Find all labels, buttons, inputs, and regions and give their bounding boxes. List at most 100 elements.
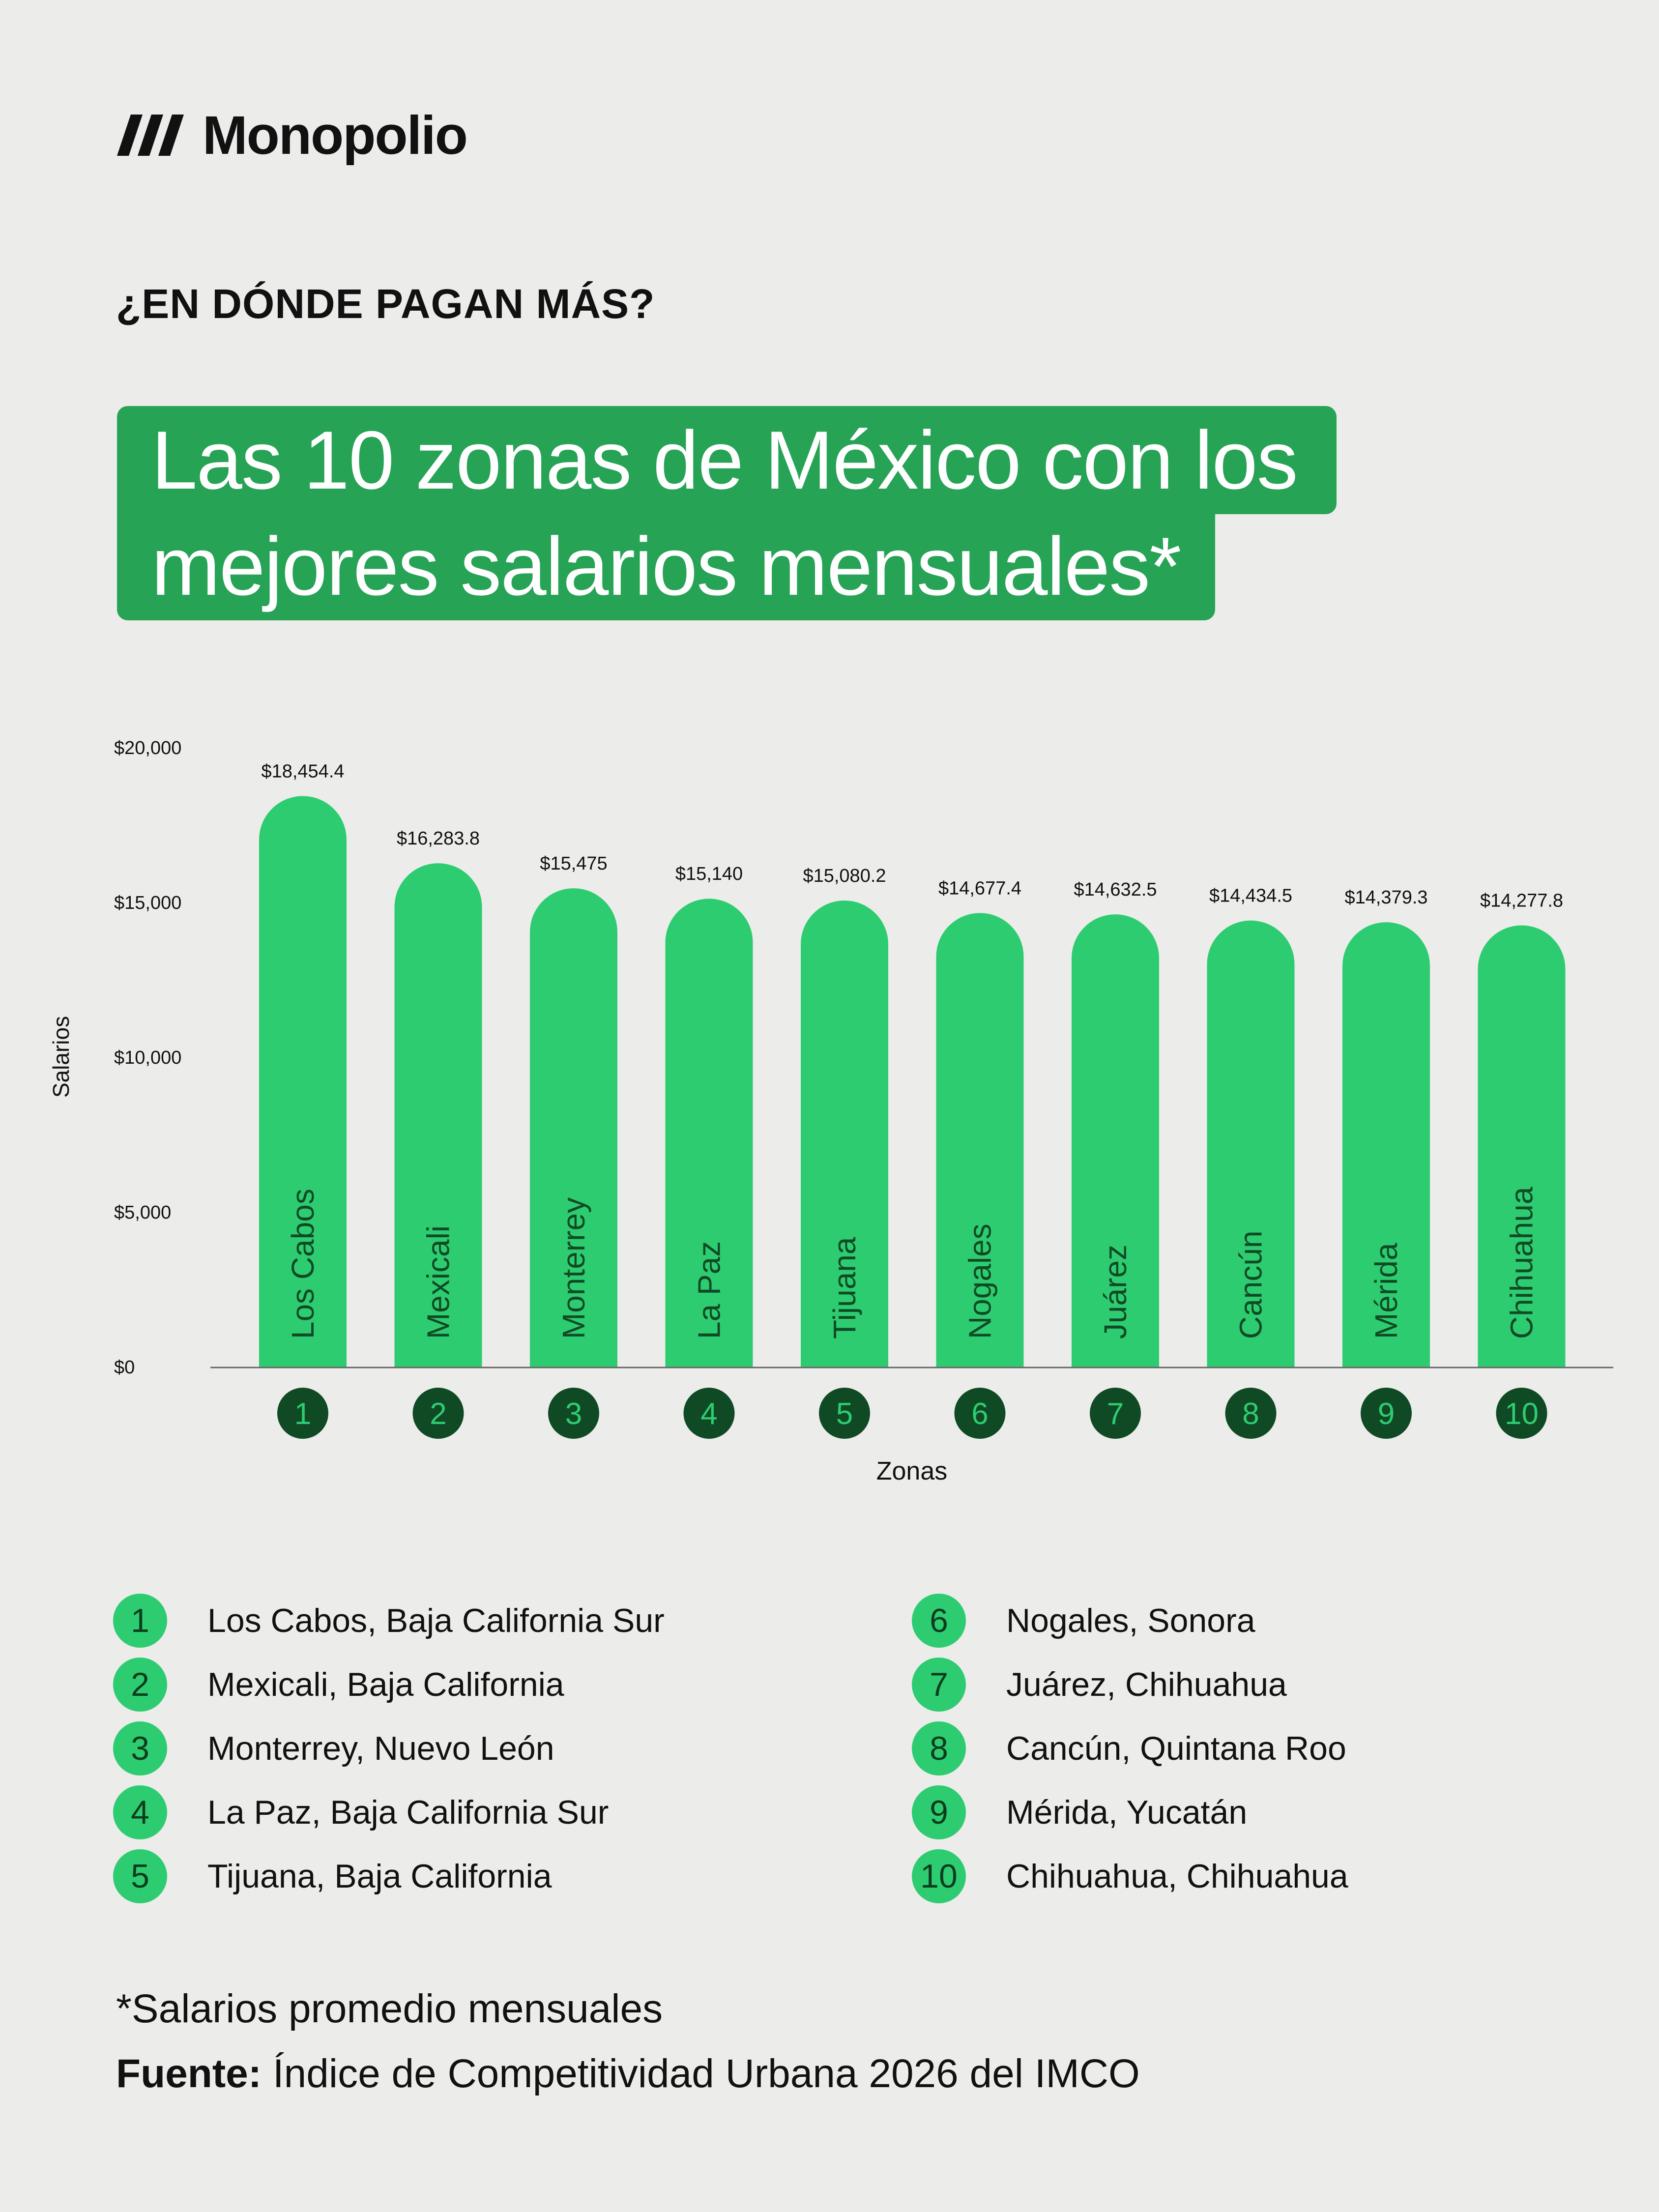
legend-badge: 6 xyxy=(912,1594,966,1648)
bar xyxy=(1478,925,1566,1368)
legend-badge: 3 xyxy=(113,1721,167,1775)
legend-item: 7 Juárez, Chihuahua xyxy=(912,1653,1348,1717)
bar-category-label: Los Cabos xyxy=(285,1189,320,1339)
legend-badge: 4 xyxy=(113,1785,167,1839)
bar xyxy=(259,796,347,1368)
bar-category-label: Mérida xyxy=(1368,1243,1404,1339)
rank-number: 5 xyxy=(836,1397,853,1431)
bar-value-label: $14,632.5 xyxy=(1074,879,1157,900)
legend-item: 8 Cancún, Quintana Roo xyxy=(912,1717,1348,1780)
kicker-heading: ¿EN DÓNDE PAGAN MÁS? xyxy=(116,281,655,327)
legend-badge: 8 xyxy=(912,1721,966,1775)
title-line-2: mejores salarios mensuales* xyxy=(117,512,1215,620)
legend: 1 Los Cabos, Baja California Sur 2 Mexicali… xyxy=(113,1589,1539,1933)
legend-label: Monterrey, Nuevo León xyxy=(207,1730,554,1767)
bar xyxy=(801,900,888,1368)
bar-value-label: $14,434.5 xyxy=(1209,886,1292,906)
rank-badge xyxy=(548,1388,599,1439)
legend-badge: 9 xyxy=(912,1785,966,1839)
rank-number: 10 xyxy=(1505,1397,1539,1431)
legend-item: 10 Chihuahua, Chihuahua xyxy=(912,1844,1348,1908)
bar-category-label: Cancún xyxy=(1233,1230,1269,1339)
bar-value-label: $16,283.8 xyxy=(397,828,480,849)
bar-value-label: $15,080.2 xyxy=(803,866,886,886)
source-line: Fuente: Índice de Competitividad Urbana … xyxy=(116,2051,1140,2097)
legend-label: La Paz, Baja California Sur xyxy=(207,1794,609,1831)
bar xyxy=(1342,922,1430,1368)
rank-number: 2 xyxy=(430,1397,446,1431)
legend-badge: 7 xyxy=(912,1658,966,1712)
footnote: *Salarios promedio mensuales xyxy=(116,1986,663,2031)
bar-category-label: Tijuana xyxy=(827,1237,862,1339)
rank-badge xyxy=(954,1388,1006,1439)
y-tick-label: $5,000 xyxy=(114,1202,171,1223)
bar-category-label: Juárez xyxy=(1098,1245,1133,1339)
rank-number: 4 xyxy=(700,1397,717,1431)
bar-value-label: $15,140 xyxy=(675,864,743,884)
legend-label: Cancún, Quintana Roo xyxy=(1006,1730,1346,1767)
legend-column-left: 1 Los Cabos, Baja California Sur 2 Mexicali… xyxy=(113,1589,665,1908)
y-tick-label: $10,000 xyxy=(114,1048,181,1068)
legend-label: Nogales, Sonora xyxy=(1006,1602,1255,1639)
legend-label: Tijuana, Baja California xyxy=(207,1858,552,1895)
bar xyxy=(936,913,1024,1368)
rank-badge xyxy=(1496,1388,1547,1439)
legend-column-right: 6 Nogales, Sonora 7 Juárez, Chihuahua 8 Cancú… xyxy=(912,1589,1348,1908)
rank-number: 8 xyxy=(1242,1397,1259,1431)
legend-badge: 1 xyxy=(113,1594,167,1648)
bar-value-label: $14,677.4 xyxy=(938,878,1021,899)
bar-category-label: Nogales xyxy=(962,1223,998,1339)
source-label: Fuente: xyxy=(116,2051,262,2096)
title-banner: Las 10 zonas de México con los mejores s… xyxy=(117,406,1337,620)
bar xyxy=(394,863,482,1368)
rank-number: 7 xyxy=(1107,1397,1124,1431)
bar xyxy=(665,899,753,1368)
y-tick-label: $15,000 xyxy=(114,893,181,913)
rank-number: 9 xyxy=(1378,1397,1395,1431)
title-line-1: Las 10 zonas de México con los xyxy=(117,406,1337,514)
monopolio-logo-icon xyxy=(117,115,184,156)
legend-item: 9 Mérida, Yucatán xyxy=(912,1780,1348,1844)
bar-value-label: $14,379.3 xyxy=(1344,887,1427,908)
bar xyxy=(1072,914,1159,1368)
legend-label: Los Cabos, Baja California Sur xyxy=(207,1602,665,1639)
source-text: Índice de Competitividad Urbana 2026 del… xyxy=(262,2051,1140,2096)
rank-badge xyxy=(683,1388,735,1439)
legend-label: Mexicali, Baja California xyxy=(207,1666,564,1703)
bar-category-label: Monterrey xyxy=(556,1197,591,1339)
legend-item: 3 Monterrey, Nuevo León xyxy=(113,1717,665,1780)
legend-badge: 2 xyxy=(113,1658,167,1712)
legend-label: Chihuahua, Chihuahua xyxy=(1006,1858,1348,1895)
rank-badge xyxy=(1361,1388,1412,1439)
bar-chart: $0 $5,000 $10,000 $15,000 $20,000 Salarios $18… xyxy=(48,738,1613,1485)
bar-value-label: $15,475 xyxy=(540,853,607,874)
rank-number: 6 xyxy=(971,1397,988,1431)
x-axis-title: Zonas xyxy=(876,1457,948,1485)
rank-badge xyxy=(1090,1388,1141,1439)
bar-value-label: $14,277.8 xyxy=(1480,890,1563,911)
y-axis-title: Salarios xyxy=(48,1016,74,1098)
bar xyxy=(530,888,617,1368)
rank-badge xyxy=(412,1388,464,1439)
legend-item: 6 Nogales, Sonora xyxy=(912,1589,1348,1653)
bar xyxy=(1207,920,1295,1368)
legend-badge: 5 xyxy=(113,1849,167,1903)
legend-label: Mérida, Yucatán xyxy=(1006,1794,1248,1831)
brand: Monopolio xyxy=(114,105,468,166)
rank-badge xyxy=(1225,1388,1277,1439)
legend-item: 1 Los Cabos, Baja California Sur xyxy=(113,1589,665,1653)
rank-badge xyxy=(277,1388,328,1439)
y-tick-label: $20,000 xyxy=(114,738,181,758)
bar-category-label: La Paz xyxy=(692,1241,727,1339)
bar-category-label: Chihuahua xyxy=(1504,1187,1540,1339)
rank-badge xyxy=(819,1388,870,1439)
rank-number: 3 xyxy=(565,1397,582,1431)
legend-label: Juárez, Chihuahua xyxy=(1006,1666,1287,1703)
legend-badge: 10 xyxy=(912,1849,966,1903)
legend-item: 5 Tijuana, Baja California xyxy=(113,1844,665,1908)
y-tick-label: $0 xyxy=(114,1357,135,1378)
legend-item: 4 La Paz, Baja California Sur xyxy=(113,1780,665,1844)
brand-name: Monopolio xyxy=(203,105,468,166)
rank-number: 1 xyxy=(294,1397,311,1431)
